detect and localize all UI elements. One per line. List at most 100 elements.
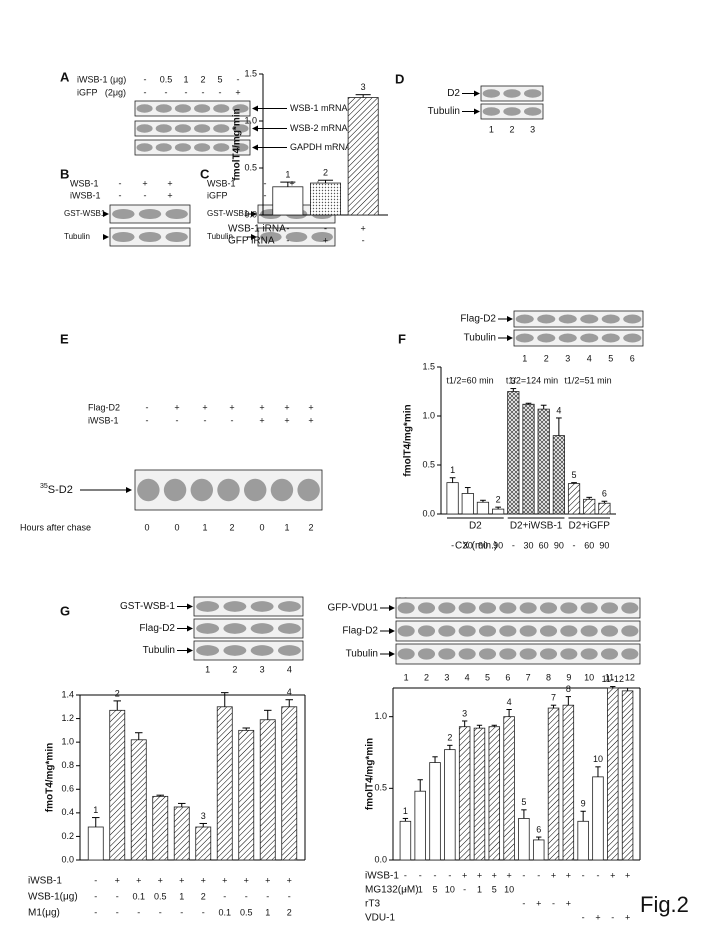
condition-value: -: [223, 891, 226, 901]
blot-band: [580, 625, 598, 637]
condition-value: -: [573, 540, 576, 550]
blot-band: [250, 645, 274, 656]
condition-value: 0.1: [218, 907, 231, 917]
blot-band: [623, 314, 642, 324]
error-bar: [610, 686, 616, 688]
blot-band: [196, 601, 220, 612]
blot-band: [250, 623, 274, 634]
condition-value: -: [94, 891, 97, 901]
bar-annotation: 1: [93, 805, 98, 815]
condition-value: +: [462, 870, 467, 880]
blot-band: [560, 625, 578, 637]
blot-band: [217, 478, 240, 502]
error-bar: [449, 477, 456, 483]
error-bar: [199, 822, 208, 827]
condition-value: +: [158, 875, 163, 885]
band-label: WSB-1 mRNA: [290, 103, 348, 113]
error-bar: [280, 181, 296, 187]
bar: [461, 493, 474, 515]
blot-band: [196, 623, 220, 634]
blot-band: [519, 602, 537, 614]
blot-band: [499, 648, 517, 660]
time-value: 2: [308, 522, 313, 532]
bar: [503, 716, 515, 861]
blot-band: [136, 143, 153, 152]
blot-band: [560, 602, 578, 614]
blot-band: [515, 333, 534, 343]
error-bar: [506, 709, 512, 717]
blot-band: [213, 143, 230, 152]
blot-strip: [193, 596, 304, 617]
y-tick-label: 0.4: [61, 807, 74, 817]
blot-row-label: Tubulin: [143, 645, 175, 656]
lane-number: 3: [444, 672, 449, 682]
blot-band: [482, 89, 501, 98]
blot-band: [174, 124, 191, 133]
blot-band: [458, 648, 476, 660]
blot-band: [138, 208, 162, 220]
error-bar: [556, 417, 562, 436]
lane-number: 8: [546, 672, 551, 682]
condition-value: -: [537, 870, 540, 880]
blot-band: [478, 625, 497, 637]
blot-band: [539, 602, 558, 614]
y-tick-label: 1.4: [61, 689, 74, 699]
bar-annotation: 1: [450, 465, 455, 475]
condition-value: +: [566, 870, 571, 880]
y-axis-label: fmoT4/mg*min: [45, 743, 56, 812]
condition-value: 60: [584, 540, 594, 550]
condition-value: 60: [478, 540, 488, 550]
condition-value: -: [204, 415, 207, 425]
bar: [429, 762, 441, 861]
condition-label: rT3: [365, 899, 380, 910]
error-bar: [464, 487, 471, 494]
condition-value: +: [229, 402, 234, 412]
bar: [446, 482, 459, 515]
condition-value: +: [308, 402, 313, 412]
condition-label: VDU-1: [365, 913, 395, 924]
y-tick-label: 1.0: [244, 115, 257, 125]
error-bar: [491, 724, 497, 727]
error-bar: [317, 179, 334, 184]
blot-band: [232, 104, 249, 113]
isotope: 35: [40, 483, 48, 490]
bar-annotation: 9: [581, 799, 586, 809]
condition-value: 0.5: [154, 891, 167, 901]
band-label: Tubulin: [207, 232, 233, 241]
panel-letter: F: [398, 331, 406, 346]
lane-number: 2: [544, 353, 549, 363]
bar-annotation: 5: [521, 797, 526, 807]
blot-band: [601, 333, 620, 343]
condition-value: +: [142, 178, 147, 188]
blot-band: [163, 478, 187, 502]
bar: [259, 719, 276, 861]
blot-band: [519, 648, 537, 660]
blot-band: [397, 602, 415, 614]
blot-band: [537, 314, 556, 324]
condition-value: -: [286, 235, 289, 245]
blot-band: [136, 124, 153, 133]
condition-value: 90: [554, 540, 564, 550]
condition-value: +: [265, 875, 270, 885]
time-value: 1: [284, 522, 289, 532]
blot-band: [155, 104, 172, 113]
condition-value: +: [284, 415, 289, 425]
condition-value: -: [146, 415, 149, 425]
panel-letter: E: [60, 331, 69, 346]
blot-band: [580, 333, 599, 343]
condition-label: WSB-1(μg): [28, 892, 78, 903]
panel-letter: G: [60, 603, 70, 618]
lane-number: 1: [404, 672, 409, 682]
condition-value: -: [264, 190, 267, 200]
blot-row-label: GFP-VDU1: [327, 603, 378, 614]
blot-band: [136, 104, 153, 113]
bar: [522, 403, 535, 515]
blot-strip: [395, 643, 641, 665]
blot-band: [137, 478, 160, 502]
blot-band: [223, 601, 247, 612]
condition-value: -: [286, 223, 289, 233]
condition-value: +: [167, 178, 172, 188]
blot-band: [580, 602, 598, 614]
bar-annotation: 2: [323, 168, 328, 178]
blot-band: [194, 104, 211, 113]
